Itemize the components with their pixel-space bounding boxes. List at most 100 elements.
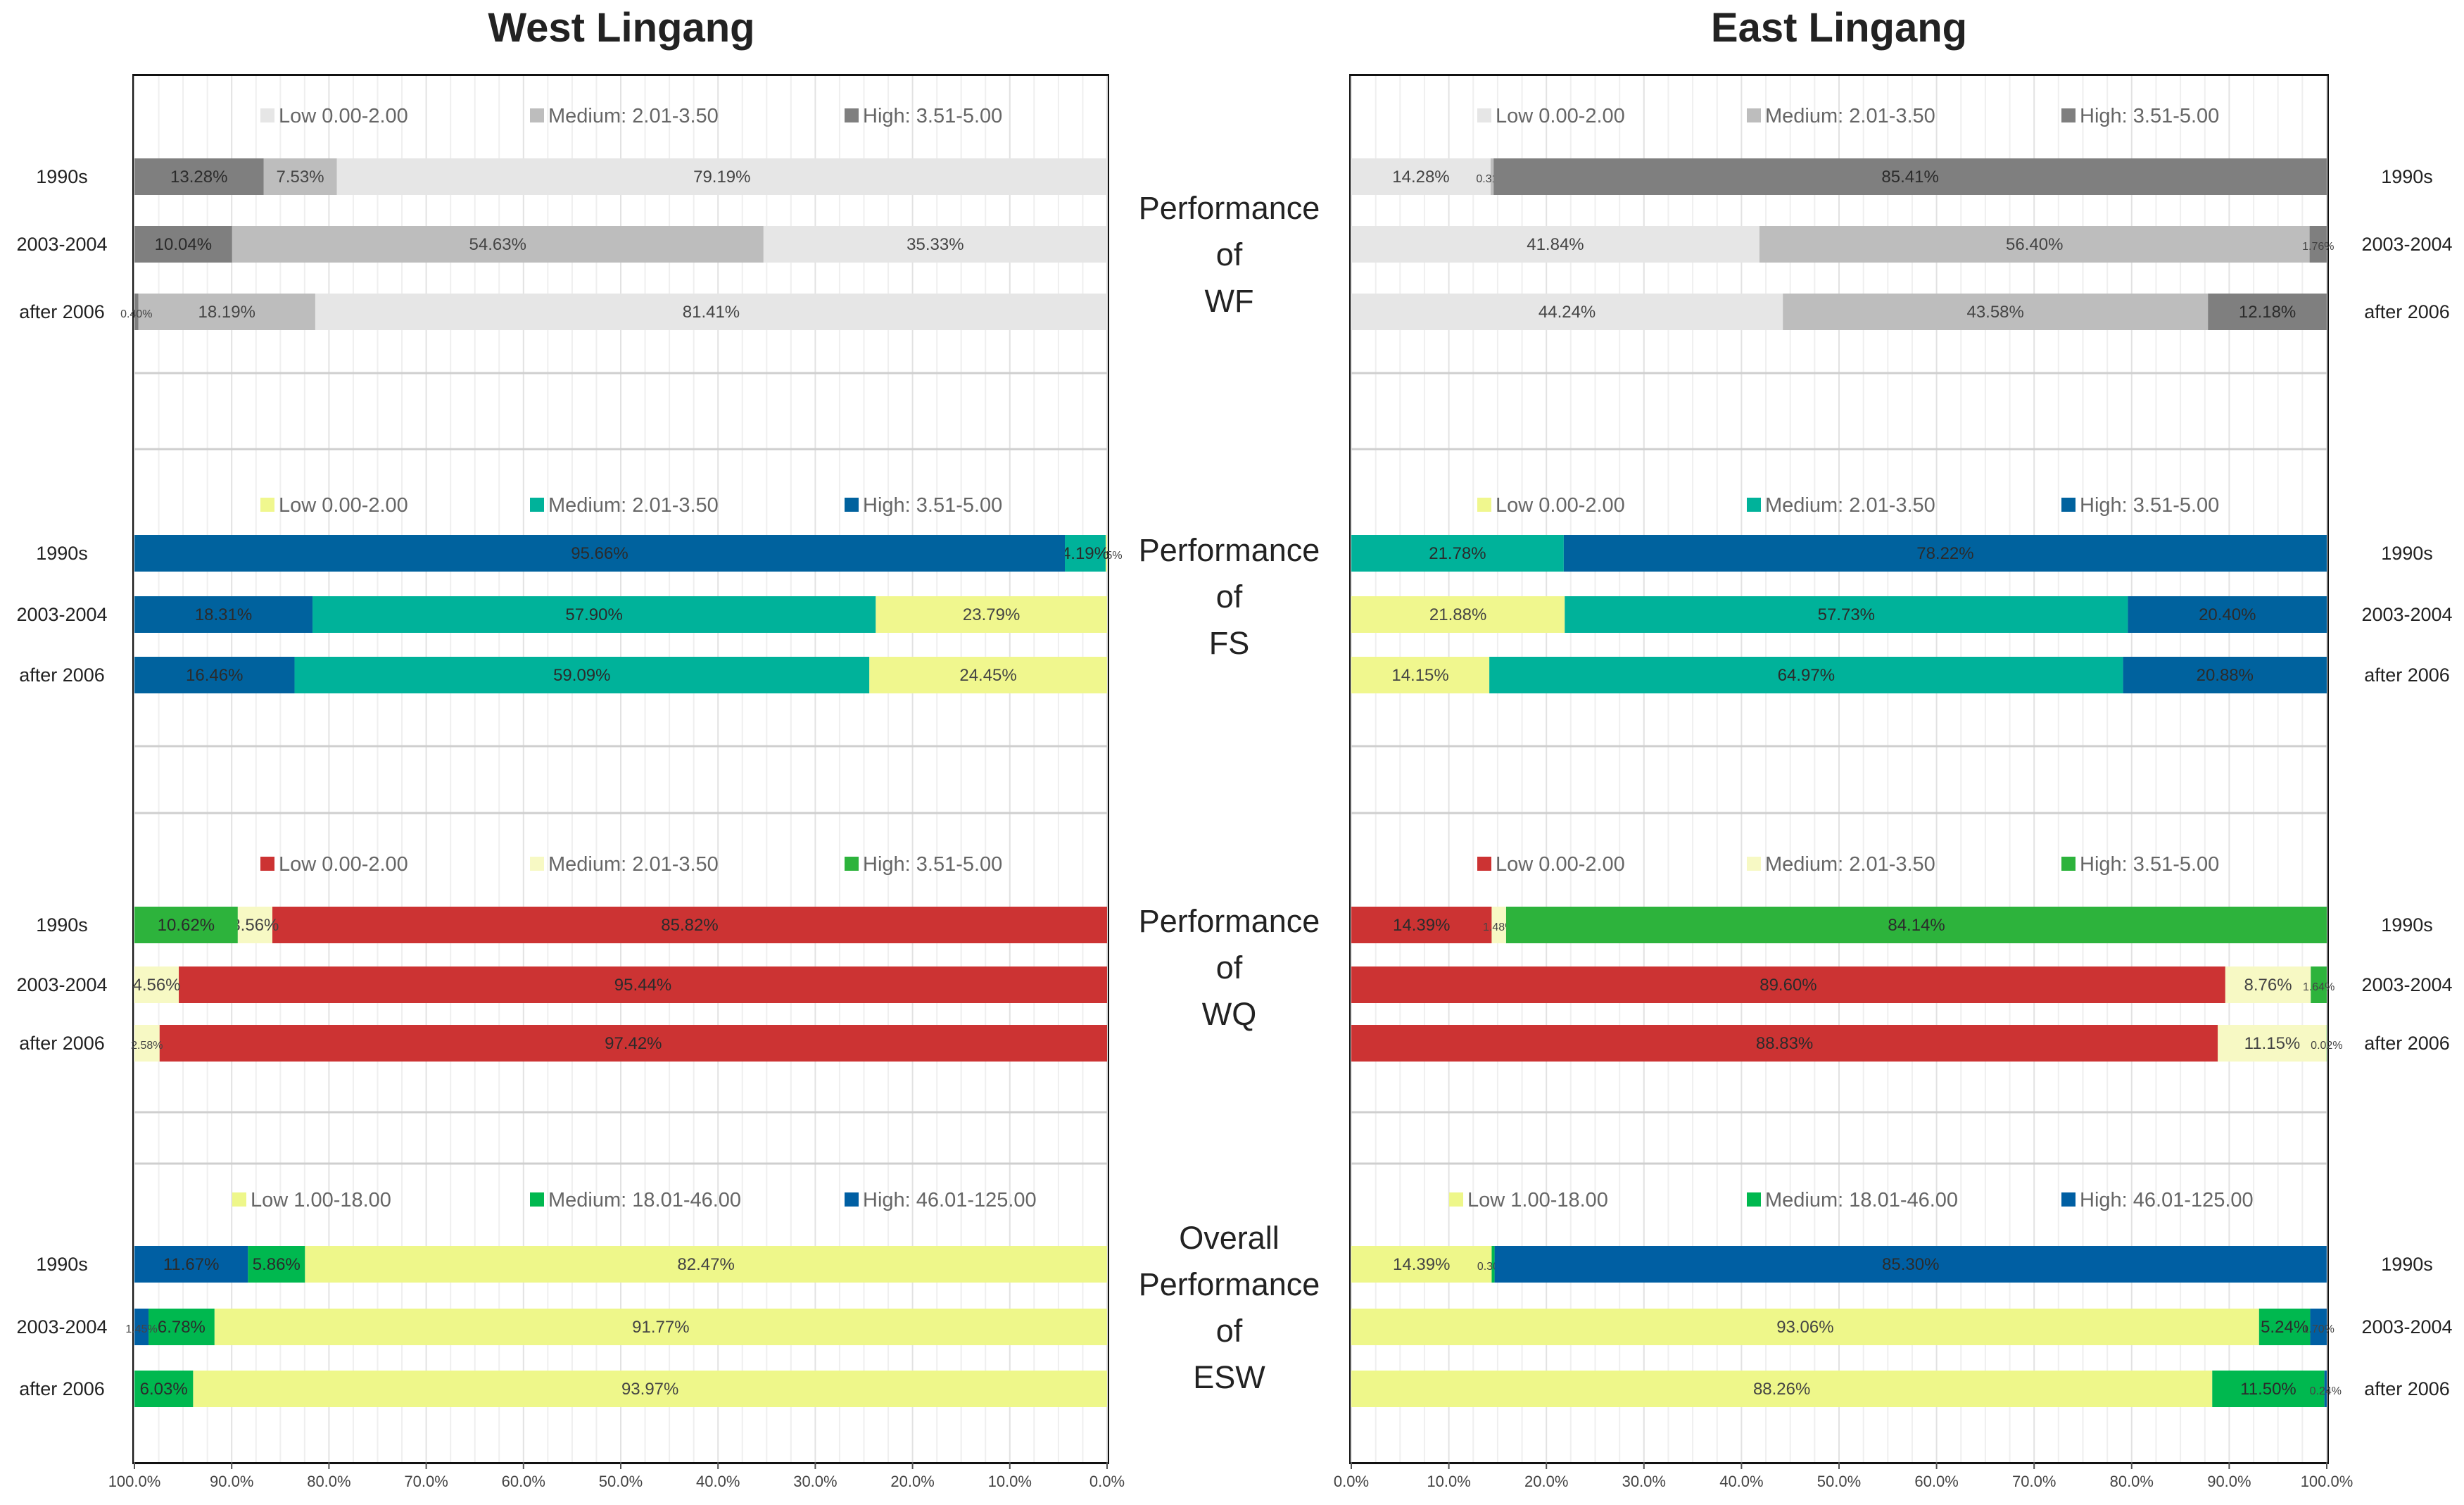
- x-tick-label: 50.0%: [599, 1473, 643, 1490]
- bar-segment: [1563, 535, 2327, 572]
- bar-segment: [1565, 596, 2128, 633]
- label-line: Performance: [1138, 903, 1320, 939]
- legend-label: High: 3.51-5.00: [2080, 853, 2219, 876]
- legend-label: Low 0.00-2.00: [279, 105, 408, 127]
- bar-segment: [1105, 535, 1107, 572]
- legend-label: High: 3.51-5.00: [2080, 105, 2219, 127]
- bar-segment: [869, 657, 1107, 693]
- data-label: 11.15%: [2244, 1034, 2301, 1053]
- data-label: 35.33%: [906, 235, 964, 254]
- bar-segment: [1505, 907, 2327, 943]
- data-label: 1.45%: [125, 1323, 157, 1335]
- category-label: 1990s: [36, 1254, 88, 1275]
- data-label: 84.14%: [1888, 916, 1945, 935]
- label-line: FS: [1208, 625, 1250, 661]
- legend-label: High: 3.51-5.00: [863, 494, 1002, 517]
- legend-swatch: [260, 498, 274, 512]
- bar-segment: [1491, 907, 1506, 943]
- data-label: 4.19%: [1061, 544, 1109, 563]
- x-tick-label: 20.0%: [890, 1473, 934, 1490]
- legend-swatch: [530, 108, 544, 122]
- data-label: 21.88%: [1429, 605, 1486, 624]
- legend-swatch: [1747, 498, 1761, 512]
- legend-swatch: [530, 1192, 544, 1207]
- bar-segment: [159, 1025, 1107, 1062]
- bar-segment: [2123, 657, 2327, 693]
- legend-label: Low 0.00-2.00: [1496, 853, 1625, 876]
- data-label: 78.22%: [1916, 544, 1973, 563]
- data-label: 14.28%: [1392, 168, 1449, 187]
- data-label: 85.30%: [1882, 1255, 1939, 1274]
- bar-segment: [2225, 966, 2311, 1003]
- bar-segment: [1351, 966, 2225, 1003]
- category-label: 1990s: [2381, 914, 2433, 936]
- data-label: 57.90%: [565, 605, 622, 624]
- bar-segment: [149, 1309, 215, 1345]
- legend-label: Medium: 2.01-3.50: [1765, 494, 1935, 517]
- west-lingang-title: West Lingang: [488, 5, 755, 51]
- bar-segment: [248, 1246, 305, 1283]
- legend-label: Medium: 2.01-3.50: [548, 105, 719, 127]
- x-tick-label: 10.0%: [988, 1473, 1032, 1490]
- x-tick-label: 100.0%: [108, 1473, 161, 1490]
- bar-segment: [2212, 1371, 2325, 1407]
- bar-segment: [2258, 1309, 2311, 1345]
- legend-swatch: [1449, 1192, 1463, 1207]
- data-label: 5.86%: [253, 1255, 301, 1274]
- legend-swatch: [1747, 108, 1761, 122]
- bar-segment: [1759, 226, 2310, 263]
- data-label: 0.24%: [2310, 1385, 2342, 1397]
- bar-segment: [1351, 907, 1492, 943]
- data-label: 5.24%: [2261, 1318, 2308, 1337]
- data-label: 23.79%: [963, 605, 1020, 624]
- legend-label: Medium: 18.01-46.00: [1765, 1189, 1958, 1211]
- data-label: 20.88%: [2197, 666, 2254, 685]
- label-line: Performance: [1138, 190, 1320, 226]
- category-label: 2003-2004: [16, 234, 107, 255]
- category-label: 1990s: [2381, 1254, 2433, 1275]
- x-tick-label: 70.0%: [404, 1473, 448, 1490]
- bar-segment: [2208, 294, 2327, 330]
- label-line: WQ: [1201, 996, 1257, 1032]
- data-label: 7.53%: [277, 168, 324, 187]
- bar-segment: [134, 1309, 149, 1345]
- category-label: after 2006: [19, 1378, 105, 1399]
- bar-segment: [1351, 158, 1491, 195]
- bar-segment: [1351, 596, 1565, 633]
- bar-segment: [1351, 1371, 2213, 1407]
- legend-swatch: [1747, 1192, 1761, 1207]
- bar-segment: [1351, 657, 1490, 693]
- data-label: 0.40%: [120, 308, 152, 320]
- x-tick-label: 30.0%: [1622, 1473, 1666, 1490]
- performance-of-wq-label: Performance of WQ: [1109, 898, 1349, 1038]
- bar-segment: [1783, 294, 2209, 330]
- legend-swatch: [2061, 1192, 2076, 1207]
- data-label: 93.06%: [1776, 1318, 1833, 1337]
- label-line: of: [1215, 579, 1243, 615]
- bar-segment: [2309, 226, 2327, 263]
- data-label: 18.19%: [198, 303, 255, 322]
- data-label: 12.18%: [2239, 303, 2296, 322]
- bar-segment: [1494, 1246, 2327, 1283]
- performance-of-wf-label: Performance of WF: [1109, 185, 1349, 325]
- bar-segment: [232, 226, 764, 263]
- label-line: WF: [1204, 283, 1254, 319]
- overall-performance-of-esw-label: Overall Performance of ESW: [1109, 1215, 1349, 1401]
- bar-segment: [2218, 1025, 2327, 1062]
- category-label: after 2006: [2364, 665, 2450, 686]
- label-line: Performance: [1138, 1266, 1320, 1302]
- x-tick-label: 90.0%: [210, 1473, 253, 1490]
- x-tick-label: 80.0%: [2110, 1473, 2154, 1490]
- x-tick-label: 20.0%: [1524, 1473, 1568, 1490]
- x-tick-label: 40.0%: [1719, 1473, 1763, 1490]
- label-line: of: [1215, 237, 1243, 272]
- category-label: 2003-2004: [2361, 604, 2452, 625]
- legend-swatch: [2061, 857, 2076, 871]
- data-label: 44.24%: [1539, 303, 1596, 322]
- bar-segment: [134, 158, 264, 195]
- bar-segment: [263, 158, 337, 195]
- data-label: 88.26%: [1753, 1380, 1810, 1399]
- data-label: 14.15%: [1391, 666, 1448, 685]
- category-label: 1990s: [36, 543, 88, 564]
- data-label: 16.46%: [186, 666, 243, 685]
